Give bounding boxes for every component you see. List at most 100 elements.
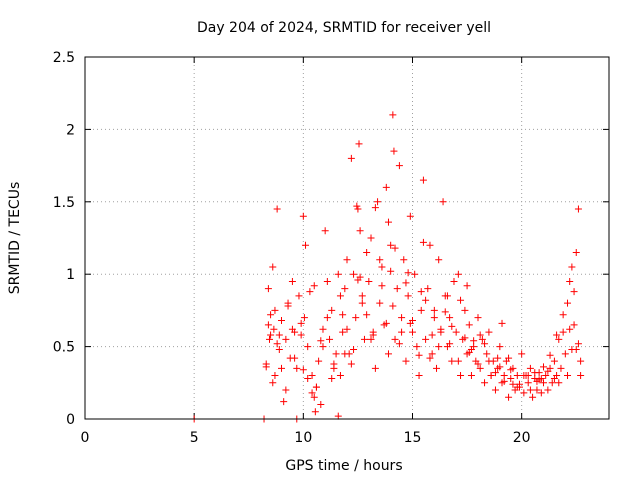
data-point — [332, 350, 340, 358]
data-point — [476, 331, 484, 339]
data-point — [402, 279, 410, 287]
data-point — [350, 345, 358, 353]
data-point — [365, 277, 373, 285]
data-point — [524, 372, 532, 380]
data-point — [341, 285, 349, 293]
grid — [85, 57, 609, 419]
data-point — [321, 227, 329, 235]
data-point — [559, 328, 567, 336]
data-point — [280, 398, 288, 406]
data-point — [465, 348, 473, 356]
data-point — [390, 147, 398, 155]
data-point — [533, 386, 541, 394]
data-point — [376, 299, 384, 307]
data-point — [398, 328, 406, 336]
data-point — [297, 319, 305, 327]
data-point — [308, 389, 316, 397]
data-point — [354, 205, 362, 213]
data-point — [564, 299, 572, 307]
data-point — [507, 374, 515, 382]
y-tick-label: 0.5 — [53, 340, 75, 356]
data-point — [311, 408, 319, 416]
data-point — [371, 204, 379, 212]
data-point — [505, 393, 513, 401]
data-point — [347, 154, 355, 162]
y-tick-label: 2 — [66, 122, 75, 138]
x-axis-label: GPS time / hours — [285, 458, 402, 474]
data-point — [310, 282, 318, 290]
data-point — [448, 322, 456, 330]
data-point — [326, 335, 334, 343]
data-point — [395, 162, 403, 170]
data-point — [446, 314, 454, 322]
x-tick-label: 0 — [81, 430, 90, 446]
data-point — [315, 357, 323, 365]
data-point — [304, 343, 312, 351]
data-point — [553, 331, 561, 339]
data-point — [398, 314, 406, 322]
data-point — [529, 393, 537, 401]
data-point — [302, 241, 310, 249]
data-point — [288, 325, 296, 333]
data-point — [367, 234, 375, 242]
data-point — [540, 363, 547, 371]
data-point — [336, 372, 344, 380]
data-point — [474, 360, 482, 368]
data-point — [306, 288, 314, 296]
data-point — [542, 372, 550, 380]
data-point — [319, 325, 327, 333]
data-point — [262, 363, 270, 371]
data-point — [568, 263, 576, 271]
data-point — [378, 263, 386, 271]
data-point — [509, 380, 517, 388]
data-point — [355, 140, 363, 148]
data-point — [481, 340, 489, 348]
data-point — [299, 366, 307, 374]
data-point — [457, 296, 465, 304]
data-point — [520, 389, 528, 397]
data-point — [452, 328, 460, 336]
data-point — [474, 314, 482, 322]
data-point — [550, 374, 558, 382]
data-point — [496, 363, 504, 371]
data-point — [265, 335, 273, 343]
data-point — [304, 374, 312, 382]
data-point — [476, 364, 484, 372]
data-point — [323, 277, 331, 285]
data-point — [278, 317, 285, 325]
data-point — [507, 366, 515, 374]
data-point — [317, 401, 325, 409]
data-point — [428, 350, 436, 358]
data-point — [308, 372, 316, 380]
data-point — [402, 357, 410, 365]
data-point — [555, 335, 563, 343]
data-point — [334, 412, 342, 420]
data-point — [384, 218, 392, 226]
data-point — [404, 292, 412, 300]
x-tick-label: 10 — [294, 430, 312, 446]
data-point — [395, 340, 403, 348]
data-point — [293, 364, 301, 372]
data-point — [577, 372, 585, 380]
chart-title: Day 204 of 2024, SRMTID for receiver yel… — [197, 20, 491, 36]
data-point — [330, 360, 338, 368]
data-point — [356, 227, 364, 235]
data-point — [491, 369, 499, 377]
data-point — [496, 343, 504, 351]
data-point — [343, 325, 351, 333]
data-point — [491, 386, 499, 394]
data-point — [555, 379, 563, 387]
data-point — [546, 351, 554, 359]
data-point — [574, 340, 582, 348]
data-point — [353, 202, 361, 210]
data-point — [328, 374, 336, 382]
data-point — [288, 277, 296, 285]
data-point — [467, 372, 475, 380]
data-point — [267, 311, 275, 319]
data-point — [336, 292, 344, 300]
data-point — [382, 183, 390, 191]
data-point — [269, 379, 277, 387]
data-point — [363, 311, 371, 319]
x-tick-label: 20 — [513, 430, 531, 446]
